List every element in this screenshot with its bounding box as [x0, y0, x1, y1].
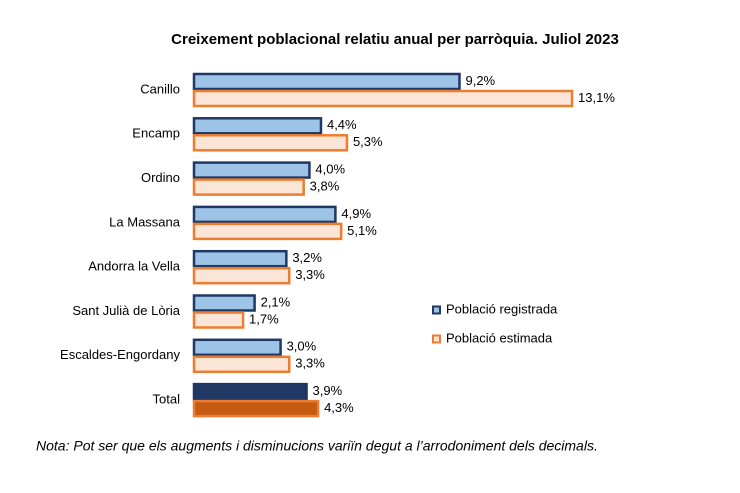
- bar: [192, 205, 337, 224]
- bar: [192, 134, 349, 152]
- value-label: 3,2%: [292, 250, 322, 265]
- bar: [192, 161, 311, 179]
- y-tick-label: La Massana: [109, 214, 181, 229]
- bar: [192, 382, 308, 401]
- legend-swatch: [432, 334, 441, 344]
- value-label: 5,3%: [353, 134, 383, 149]
- legend-swatch: [432, 305, 441, 315]
- value-label: 13,1%: [578, 90, 615, 105]
- bar: [192, 117, 323, 135]
- value-label: 4,9%: [341, 206, 371, 221]
- value-label: 1,7%: [249, 311, 279, 326]
- value-label: 9,2%: [465, 73, 495, 88]
- bar: [192, 399, 320, 418]
- y-tick-label: Total: [153, 392, 181, 407]
- note: Nota: Pot ser que els augments i disminu…: [36, 438, 598, 454]
- legend-label: Població registrada: [446, 301, 558, 316]
- y-tick-label: Sant Julià de Lòria: [72, 303, 180, 318]
- bar: [192, 222, 343, 241]
- value-label: 4,4%: [327, 117, 357, 132]
- y-tick-label: Escaldes-Engordany: [60, 347, 180, 362]
- legend-label: Població estimada: [446, 330, 553, 345]
- value-label: 5,1%: [347, 223, 377, 238]
- bar: [192, 266, 291, 285]
- y-tick-label: Andorra la Vella: [88, 259, 181, 274]
- value-label: 4,0%: [315, 162, 345, 177]
- value-label: 3,8%: [310, 179, 340, 194]
- value-label: 2,1%: [261, 294, 291, 309]
- value-label: 3,3%: [295, 356, 325, 371]
- y-tick-label: Encamp: [132, 126, 180, 141]
- bar: [192, 89, 574, 108]
- bar: [192, 249, 288, 268]
- y-tick-label: Ordino: [141, 170, 180, 185]
- chart-title: Creixement poblacional relatiu anual per…: [171, 31, 619, 48]
- bar: [192, 72, 461, 91]
- value-label: 3,0%: [287, 339, 317, 354]
- bar: [192, 355, 291, 374]
- value-label: 3,9%: [313, 383, 343, 398]
- bar: [192, 178, 305, 196]
- y-tick-label: Canillo: [140, 81, 180, 96]
- bar: [192, 311, 245, 329]
- value-label: 3,3%: [295, 267, 325, 282]
- bar: [192, 294, 256, 312]
- bar: [192, 338, 282, 357]
- value-label: 4,3%: [324, 400, 354, 415]
